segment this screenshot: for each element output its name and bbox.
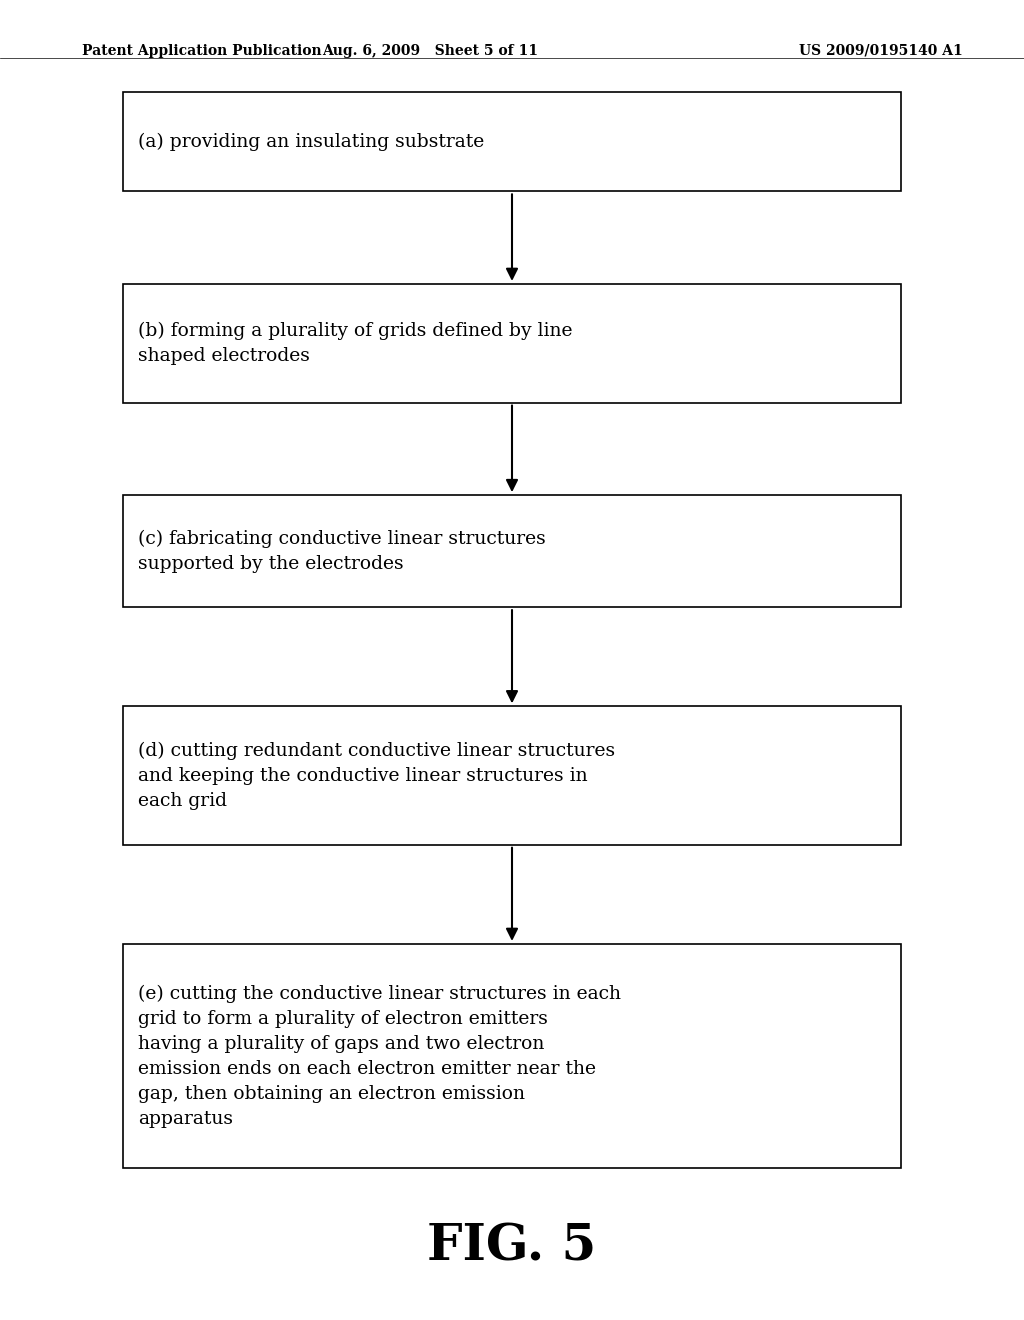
Text: US 2009/0195140 A1: US 2009/0195140 A1 (799, 44, 963, 58)
Text: Aug. 6, 2009   Sheet 5 of 11: Aug. 6, 2009 Sheet 5 of 11 (323, 44, 538, 58)
Text: FIG. 5: FIG. 5 (427, 1222, 597, 1272)
FancyBboxPatch shape (123, 944, 901, 1168)
FancyBboxPatch shape (123, 706, 901, 845)
Text: (c) fabricating conductive linear structures
supported by the electrodes: (c) fabricating conductive linear struct… (138, 529, 546, 573)
FancyBboxPatch shape (123, 284, 901, 403)
FancyBboxPatch shape (123, 92, 901, 191)
Text: Patent Application Publication: Patent Application Publication (82, 44, 322, 58)
Text: (d) cutting redundant conductive linear structures
and keeping the conductive li: (d) cutting redundant conductive linear … (138, 742, 615, 809)
FancyBboxPatch shape (123, 495, 901, 607)
Text: (b) forming a plurality of grids defined by line
shaped electrodes: (b) forming a plurality of grids defined… (138, 322, 572, 364)
Text: (e) cutting the conductive linear structures in each
grid to form a plurality of: (e) cutting the conductive linear struct… (138, 985, 622, 1127)
Text: (a) providing an insulating substrate: (a) providing an insulating substrate (138, 133, 484, 150)
